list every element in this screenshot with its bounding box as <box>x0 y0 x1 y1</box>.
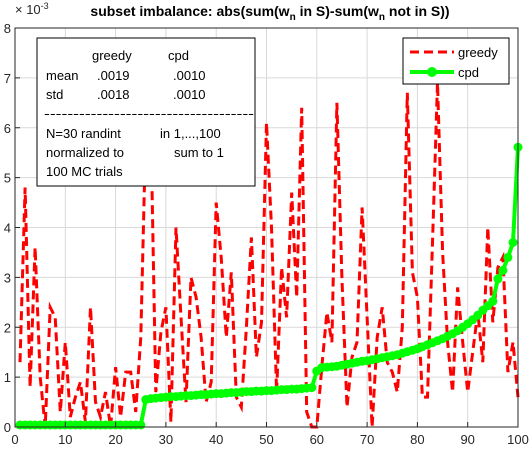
y-tick-label: 3 <box>4 270 11 285</box>
annotation-note-2b: sum to 1 <box>174 145 224 160</box>
y-tick-label: 0 <box>4 420 11 435</box>
legend-frame <box>402 37 510 85</box>
annotation-row-mean-cpd: .0010 <box>173 68 206 83</box>
cpd-point <box>503 252 513 262</box>
stats-annotation-box: greedy cpd mean .0019 .0010 std .0018 .0… <box>36 37 256 187</box>
annotation-note-2a: normalized to <box>46 145 124 160</box>
annotation-row-std-greedy: .0018 <box>97 87 130 102</box>
title-part-c: not in S)) <box>385 3 450 19</box>
x-tick-label: 90 <box>460 432 474 447</box>
cpd-point <box>508 238 518 247</box>
x-tick-label: 100 <box>507 432 529 447</box>
title-part-b: in S)-sum(w <box>296 3 379 19</box>
y-tick-label: 1 <box>4 370 11 385</box>
title-sub-2: n <box>379 12 385 23</box>
annotation-row-mean-greedy: .0019 <box>97 68 130 83</box>
title-sub-1: n <box>290 12 296 23</box>
cpd-point <box>498 265 508 275</box>
annotation-header-greedy: greedy <box>92 48 132 63</box>
x-tick-label: 70 <box>360 432 374 447</box>
cpd-point <box>136 420 146 430</box>
y-tick-label: 2 <box>4 320 11 335</box>
annotation-header-cpd: cpd <box>168 48 189 63</box>
x-tick-label: 80 <box>410 432 424 447</box>
x-tick-label: 60 <box>310 432 324 447</box>
series-greedy-line <box>18 82 520 429</box>
cpd-point <box>307 383 317 393</box>
x-tick-label: 40 <box>209 432 223 447</box>
y-tick-label: 6 <box>4 121 11 136</box>
annotation-row-std-cpd: .0010 <box>173 87 206 102</box>
cpd-point <box>493 274 503 284</box>
x-tick-label: 0 <box>11 432 18 447</box>
cpd-point <box>488 296 498 306</box>
legend-cpd-marker <box>427 67 437 77</box>
y-exponent-power: -3 <box>41 1 49 11</box>
plot-area <box>15 82 523 430</box>
title-part-a: subset imbalance: abs(sum(w <box>90 3 289 19</box>
annotation-note-3a: 100 MC trials <box>46 164 123 179</box>
x-tick-label: 10 <box>58 432 72 447</box>
y-exponent-base: × 10 <box>15 2 41 17</box>
x-tick-label: 50 <box>259 432 273 447</box>
annotation-row-mean-label: mean <box>46 68 79 83</box>
chart-title: subset imbalance: abs(sum(wn in S)-sum(w… <box>90 3 449 23</box>
x-tick-label: 20 <box>108 432 122 447</box>
y-tick-label: 5 <box>4 171 11 186</box>
annotation-note-1b: in 1,...,100 <box>160 126 221 141</box>
annotation-divider: ------------------------------------ <box>44 106 254 121</box>
legend: greedy cpd <box>402 37 510 85</box>
x-tick-label: 30 <box>159 432 173 447</box>
legend-greedy-label: greedy <box>458 45 498 60</box>
y-tick-label: 4 <box>4 221 11 236</box>
legend-cpd-label: cpd <box>458 65 479 80</box>
axes: 0 10 20 30 40 50 60 70 80 90 100 0 1 2 3 4 5 6 7 8 <box>4 21 529 447</box>
annotation-frame <box>36 37 256 187</box>
y-exponent-label: × 10-3 <box>15 1 49 17</box>
annotation-note-1a: N=30 randint <box>46 126 121 141</box>
axes-box <box>14 27 519 428</box>
y-tick-label: 7 <box>4 71 11 86</box>
y-tick-label: 8 <box>4 21 11 36</box>
annotation-row-std-label: std <box>46 87 63 102</box>
